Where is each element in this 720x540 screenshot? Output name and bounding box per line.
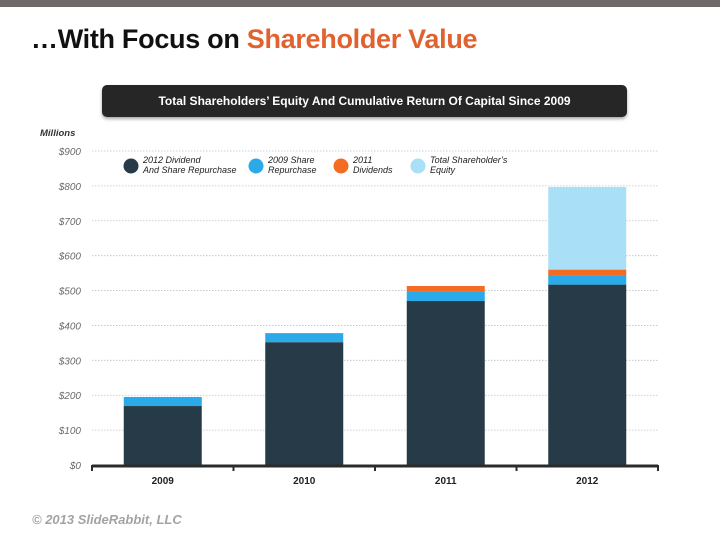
bars [123, 186, 627, 465]
x-axis [91, 464, 659, 471]
bar-segment [123, 406, 202, 465]
y-tick-label: $600 [58, 252, 82, 263]
bar-segment [548, 186, 627, 270]
legend-swatch-icon [248, 158, 264, 174]
legend-label: Total Shareholder’s [430, 155, 508, 165]
slide-title: …With Focus on Shareholder Value [31, 24, 478, 55]
legend-swatch-icon [410, 158, 426, 174]
y-tick-label: $0 [69, 461, 82, 472]
bar-segment [406, 301, 485, 465]
x-tick-label: 2009 [152, 476, 175, 487]
x-tick-label: 2010 [293, 476, 316, 487]
y-tick-label: $800 [58, 182, 82, 193]
y-tick-label: $300 [58, 356, 82, 367]
y-tick-label: $500 [58, 287, 82, 298]
bar-segment [548, 269, 627, 276]
bar-segment [265, 333, 344, 343]
title-accent: Shareholder Value [246, 24, 478, 54]
legend-label: Dividends [353, 165, 393, 175]
bar-segment [548, 284, 627, 465]
legend-label: 2012 Dividend [142, 155, 202, 165]
legend-swatch-icon [123, 158, 139, 174]
bar-segment [406, 286, 485, 292]
bar-segment [548, 275, 627, 285]
x-tick-label: 2012 [576, 476, 599, 487]
y-axis-ticks: $0 $100 $200 $300 $400 $500 $600 $700 $800 $900 [58, 147, 82, 472]
bar-segment [406, 291, 485, 302]
y-axis-units-label: Millions [40, 128, 75, 139]
top-accent-bar [0, 0, 720, 7]
legend-label: And Share Repurchase [142, 165, 237, 175]
chart-title-banner: Total Shareholders’ Equity And Cumulativ… [102, 85, 627, 117]
copyright-footer: © 2013 SlideRabbit, LLC [32, 512, 182, 527]
title-prefix: …With Focus on [31, 24, 247, 54]
y-tick-label: $200 [58, 391, 82, 402]
y-tick-label: $700 [58, 217, 82, 228]
bar-segment [123, 396, 202, 407]
legend-label: 2009 Share [267, 155, 315, 165]
legend-label: 2011 [352, 155, 372, 165]
legend-swatch-icon [333, 158, 349, 174]
x-tick-label: 2011 [435, 476, 457, 487]
x-axis-ticks: 2009 2010 2011 2012 [152, 476, 599, 487]
y-tick-label: $400 [58, 321, 82, 332]
legend-label: Repurchase [268, 165, 317, 175]
y-tick-label: $900 [58, 147, 82, 158]
bar-segment [265, 342, 344, 465]
y-tick-label: $100 [58, 426, 82, 437]
legend-label: Equity [430, 165, 456, 175]
